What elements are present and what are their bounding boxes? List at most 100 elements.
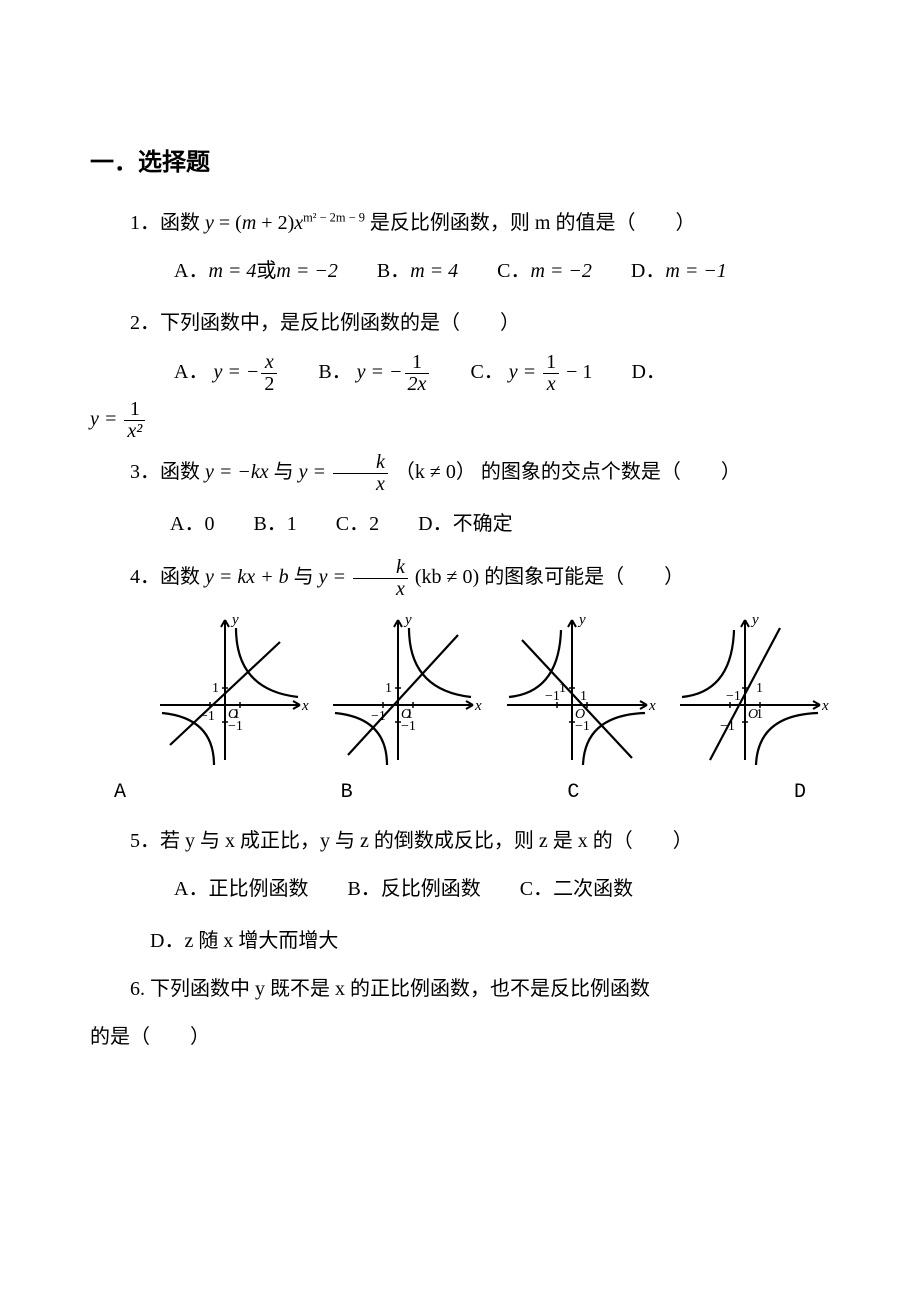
- q1-m: m: [242, 212, 256, 234]
- q2-opt-a: A． y = −x2: [174, 361, 284, 383]
- q5-options: A．正比例函数 B．反比例函数 C．二次函数: [90, 870, 830, 908]
- q4-label-b: B: [341, 774, 353, 812]
- q1-formula: y = (m + 2)xm² − 2m − 9: [205, 212, 370, 234]
- fig-d-xlabel: x: [821, 698, 829, 714]
- svg-text:−1: −1: [720, 719, 735, 734]
- q2-c-pre: C．: [470, 361, 503, 383]
- q2-a-den: 2: [261, 374, 277, 395]
- q4-f2d: x: [353, 579, 408, 600]
- q1-eq: = (: [214, 212, 242, 234]
- q2-opt-b: B． y = −12x: [318, 361, 436, 383]
- svg-text:−1: −1: [228, 719, 243, 734]
- q1-stem-pre: 1．函数: [130, 212, 200, 234]
- q4-fig-d: x y O 11 −1−1: [670, 610, 830, 770]
- q2-b-num: 1: [405, 352, 430, 374]
- q2-b-den: 2x: [405, 374, 430, 395]
- q2-c-den: x: [543, 374, 559, 395]
- q1-y: y: [205, 212, 214, 234]
- fig-a-ylabel: y: [230, 612, 239, 628]
- section-heading: 一．选择题: [90, 140, 830, 186]
- q3-f2y: y =: [299, 461, 331, 483]
- svg-text:−1: −1: [545, 689, 560, 704]
- svg-text:1: 1: [212, 681, 219, 696]
- q3-pre: 3．函数: [130, 461, 200, 483]
- q1-exp: m² − 2m − 9: [303, 210, 365, 224]
- q2-d-pre: D．: [631, 361, 665, 383]
- fig-c-ylabel: y: [577, 612, 586, 628]
- svg-text:−1: −1: [401, 719, 416, 734]
- q1-stem-post: 是反比例函数，则 m 的值是（ ）: [370, 212, 696, 234]
- q1-p2: + 2): [256, 212, 294, 234]
- q3-f2n: k: [333, 452, 388, 474]
- q3-f2d: x: [333, 474, 388, 495]
- q1-a-pre: A．: [174, 260, 208, 282]
- question-3: 3．函数 y = −kx 与 y = kx （k ≠ 0） 的图象的交点个数是（…: [90, 452, 830, 495]
- fig-b-ylabel: y: [403, 612, 412, 628]
- q2-opt-d-cont: y = 1x²: [90, 399, 830, 442]
- q2-opt-c: C． y = 1x − 1: [470, 361, 597, 383]
- q4-figures: x y O 1 1 −1 −1: [150, 610, 830, 770]
- fig-b-xlabel: x: [474, 698, 482, 714]
- q5-opt-a: A．正比例函数: [174, 878, 308, 900]
- q2-opt-d: D．: [631, 361, 665, 383]
- svg-text:1: 1: [756, 707, 763, 722]
- q1-a-m1: m = 4: [208, 260, 256, 282]
- q2-d-den: x²: [124, 421, 145, 442]
- q4-f2n: k: [353, 557, 408, 579]
- q2-a-pre: A．: [174, 361, 208, 383]
- q2-a-num: x: [261, 352, 277, 374]
- svg-text:1: 1: [580, 689, 587, 704]
- q1-d-m: m = −1: [665, 260, 726, 282]
- q4-f1: y = kx + b: [205, 566, 289, 588]
- q1-c-pre: C．: [497, 260, 530, 282]
- q1-a-m2: m = −2: [276, 260, 337, 282]
- q4-fig-labels: A B C D: [114, 774, 806, 812]
- q3-opt-b: B．1: [253, 513, 296, 535]
- q2-c-num: 1: [543, 352, 559, 374]
- q3-f1: y = −kx: [205, 461, 269, 483]
- q2-d-yeq: y =: [90, 408, 122, 430]
- q2-c-yeq: y =: [509, 361, 541, 383]
- q1-options: A．m = 4或m = −2 B．m = 4 C．m = −2 D．m = −1: [90, 252, 830, 290]
- q1-b-m: m = 4: [410, 260, 458, 282]
- q4-label-d: D: [794, 774, 806, 812]
- q4-f2y: y =: [319, 566, 351, 588]
- q5-opt-b: B．反比例函数: [347, 878, 480, 900]
- q4-pre: 4．函数: [130, 566, 200, 588]
- q3-post: 的图象的交点个数是（ ）: [481, 461, 741, 483]
- q1-opt-b: B．m = 4: [377, 260, 458, 282]
- fig-a-xlabel: x: [301, 698, 309, 714]
- q4-fig-b: x y O 11 −1−1: [323, 610, 483, 770]
- q4-mid: 与: [294, 566, 314, 588]
- q3-cond: （k ≠ 0）: [395, 461, 476, 483]
- question-2: 2．下列函数中，是反比例函数的是（ ）: [90, 304, 830, 342]
- question-6-line2: 的是（ ）: [90, 1018, 830, 1056]
- svg-text:−1: −1: [726, 689, 741, 704]
- q1-a-mid: 或: [256, 260, 276, 282]
- q1-opt-a: A．m = 4或m = −2: [174, 260, 338, 282]
- q1-opt-c: C．m = −2: [497, 260, 592, 282]
- fig-c-xlabel: x: [648, 698, 656, 714]
- q1-x: x: [294, 212, 303, 234]
- q3-opt-a: A．0: [170, 513, 214, 535]
- q4-label-a: A: [114, 774, 126, 812]
- q5-opt-d: D．z 随 x 增大而增大: [90, 922, 830, 960]
- q1-b-pre: B．: [377, 260, 410, 282]
- svg-text:−1: −1: [371, 709, 386, 724]
- q2-d-num: 1: [124, 399, 145, 421]
- q3-mid: 与: [274, 461, 294, 483]
- q3-opt-c: C．2: [336, 513, 379, 535]
- q4-label-c: C: [567, 774, 579, 812]
- q2-c-tail: − 1: [561, 361, 592, 383]
- q2-a-yeq: y = −: [213, 361, 259, 383]
- question-4: 4．函数 y = kx + b 与 y = kx (kb ≠ 0) 的图象可能是…: [90, 557, 830, 600]
- svg-text:−1: −1: [575, 719, 590, 734]
- q4-cond: (kb ≠ 0): [415, 566, 479, 588]
- svg-text:1: 1: [756, 681, 763, 696]
- question-1: 1．函数 y = (m + 2)xm² − 2m − 9 是反比例函数，则 m …: [90, 204, 830, 242]
- q3-opt-d: D．不确定: [418, 513, 512, 535]
- q1-opt-d: D．m = −1: [631, 260, 727, 282]
- fig-d-ylabel: y: [750, 612, 759, 628]
- q2-b-yeq: y = −: [357, 361, 403, 383]
- q5-opt-c: C．二次函数: [520, 878, 633, 900]
